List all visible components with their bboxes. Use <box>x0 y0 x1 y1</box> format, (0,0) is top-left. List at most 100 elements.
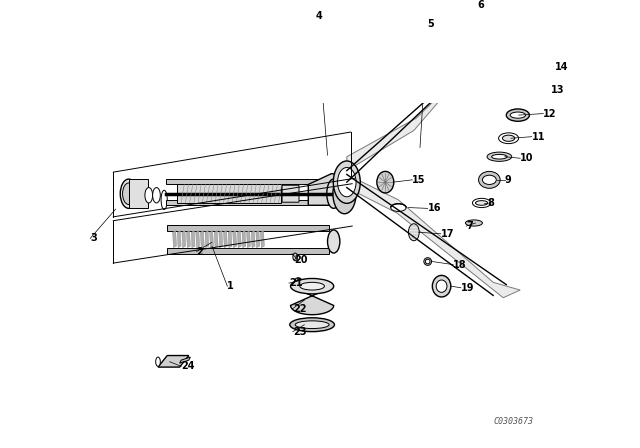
Text: 7: 7 <box>466 221 473 231</box>
Text: 10: 10 <box>520 153 534 163</box>
Polygon shape <box>496 40 504 49</box>
Polygon shape <box>453 80 461 89</box>
Polygon shape <box>252 231 255 248</box>
FancyBboxPatch shape <box>177 185 282 203</box>
Polygon shape <box>219 231 223 248</box>
Ellipse shape <box>377 172 394 193</box>
Polygon shape <box>196 231 200 248</box>
Ellipse shape <box>468 64 479 77</box>
Text: C0303673: C0303673 <box>493 418 533 426</box>
Ellipse shape <box>152 188 160 203</box>
Ellipse shape <box>293 253 298 261</box>
Text: 20: 20 <box>294 255 308 265</box>
Ellipse shape <box>291 279 333 294</box>
Ellipse shape <box>529 61 547 83</box>
Polygon shape <box>447 86 454 95</box>
FancyBboxPatch shape <box>167 224 329 231</box>
Ellipse shape <box>433 276 451 297</box>
Ellipse shape <box>472 198 491 207</box>
Polygon shape <box>484 52 492 60</box>
Ellipse shape <box>499 133 518 144</box>
FancyBboxPatch shape <box>282 185 299 202</box>
Polygon shape <box>465 69 473 78</box>
Text: 5: 5 <box>428 19 435 29</box>
Polygon shape <box>237 231 241 248</box>
Ellipse shape <box>426 259 430 264</box>
Ellipse shape <box>479 172 500 188</box>
Text: 24: 24 <box>181 362 195 371</box>
FancyBboxPatch shape <box>166 179 332 184</box>
Ellipse shape <box>483 175 496 185</box>
Polygon shape <box>347 174 520 298</box>
Polygon shape <box>509 28 516 38</box>
Ellipse shape <box>145 188 152 203</box>
Ellipse shape <box>333 174 356 214</box>
Text: 1: 1 <box>227 281 234 291</box>
Polygon shape <box>260 231 264 248</box>
FancyBboxPatch shape <box>129 179 148 208</box>
Text: 8: 8 <box>487 198 494 208</box>
Text: 14: 14 <box>555 62 568 72</box>
Ellipse shape <box>476 201 488 205</box>
Polygon shape <box>308 174 351 205</box>
Polygon shape <box>180 357 190 363</box>
Polygon shape <box>256 231 260 248</box>
Text: 21: 21 <box>289 278 303 288</box>
Ellipse shape <box>295 278 301 282</box>
Ellipse shape <box>120 179 137 208</box>
Ellipse shape <box>156 357 160 366</box>
Ellipse shape <box>487 152 512 161</box>
FancyBboxPatch shape <box>167 248 329 254</box>
Polygon shape <box>246 231 250 248</box>
Ellipse shape <box>492 155 507 159</box>
Ellipse shape <box>424 258 431 265</box>
Ellipse shape <box>300 282 324 290</box>
Ellipse shape <box>337 168 356 197</box>
Ellipse shape <box>502 135 515 141</box>
Ellipse shape <box>506 109 529 121</box>
Text: 17: 17 <box>441 229 454 239</box>
Ellipse shape <box>295 321 329 328</box>
Ellipse shape <box>161 190 167 210</box>
Polygon shape <box>214 231 218 248</box>
Text: 22: 22 <box>293 304 307 314</box>
Polygon shape <box>158 356 189 367</box>
Text: 11: 11 <box>532 132 545 142</box>
Ellipse shape <box>333 161 360 203</box>
Text: 19: 19 <box>461 283 474 293</box>
Text: 23: 23 <box>293 327 307 336</box>
Polygon shape <box>233 231 237 248</box>
Ellipse shape <box>328 230 340 253</box>
Polygon shape <box>182 231 186 248</box>
Ellipse shape <box>510 112 525 118</box>
Polygon shape <box>210 231 214 248</box>
Polygon shape <box>205 231 209 248</box>
Polygon shape <box>460 74 467 84</box>
Ellipse shape <box>123 183 135 204</box>
Ellipse shape <box>327 179 340 208</box>
Polygon shape <box>490 46 498 55</box>
Ellipse shape <box>532 65 543 79</box>
Text: 16: 16 <box>428 203 441 213</box>
Text: 13: 13 <box>551 86 564 95</box>
Polygon shape <box>502 34 510 43</box>
Polygon shape <box>177 231 181 248</box>
Polygon shape <box>223 231 227 248</box>
Text: 3: 3 <box>90 233 97 243</box>
Polygon shape <box>242 231 246 248</box>
Polygon shape <box>228 231 232 248</box>
Ellipse shape <box>436 280 447 293</box>
Text: 4: 4 <box>316 12 323 22</box>
Ellipse shape <box>520 86 536 100</box>
Ellipse shape <box>465 220 483 226</box>
Text: 15: 15 <box>412 175 426 185</box>
Polygon shape <box>173 231 177 248</box>
Polygon shape <box>186 231 190 248</box>
Polygon shape <box>515 23 522 32</box>
Text: 18: 18 <box>453 259 467 270</box>
Ellipse shape <box>408 224 419 241</box>
Polygon shape <box>478 57 486 66</box>
Text: 12: 12 <box>543 108 557 119</box>
Ellipse shape <box>390 204 406 211</box>
Text: 2: 2 <box>196 246 204 257</box>
